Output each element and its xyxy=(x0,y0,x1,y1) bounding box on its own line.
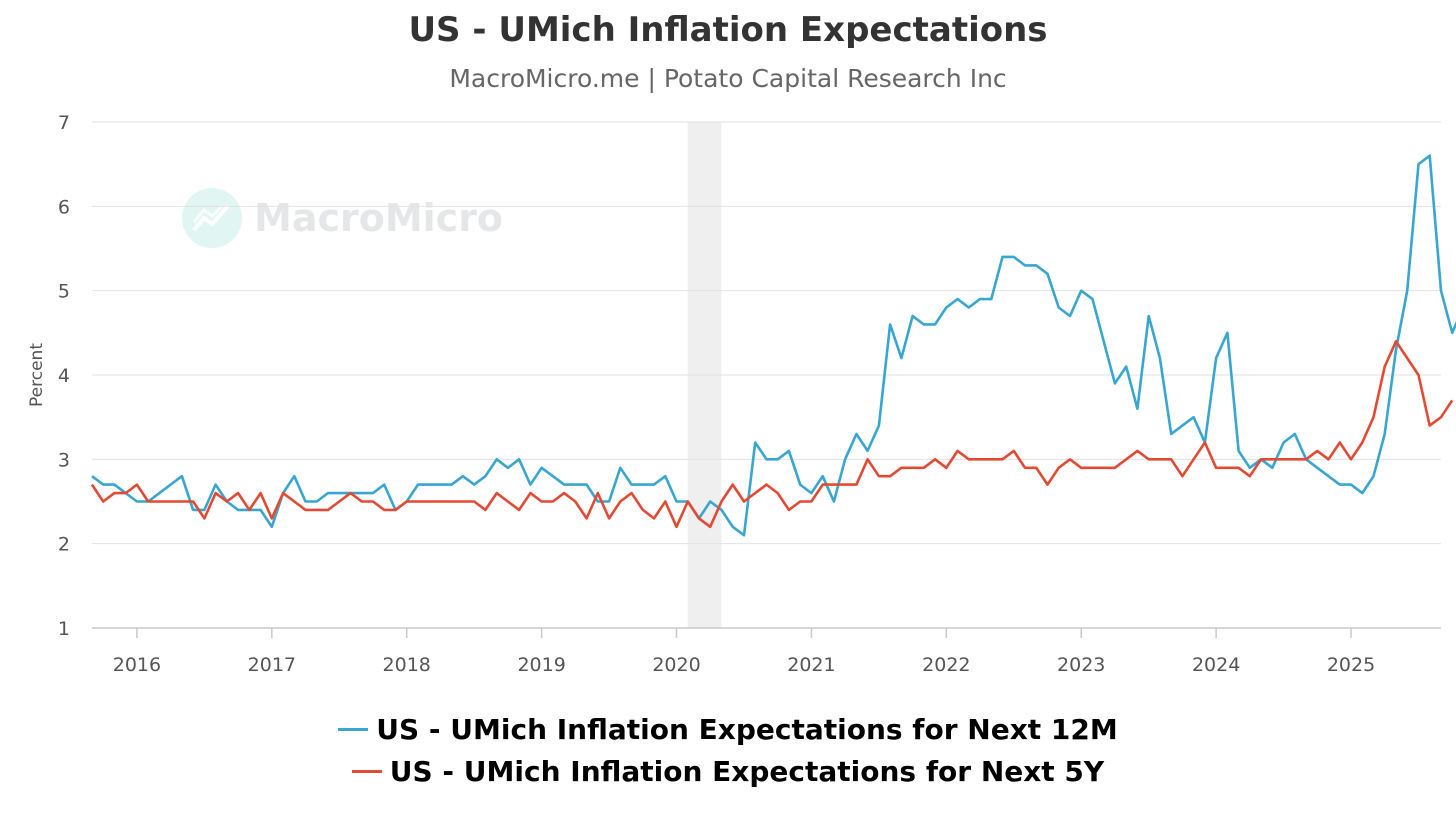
x-tick-label-2020: 2020 xyxy=(652,654,700,676)
series-line-5y xyxy=(90,339,1454,529)
y-tick-label-2: 2 xyxy=(58,534,70,556)
legend-label-5y: US - UMich Inflation Expectations for Ne… xyxy=(389,754,1105,788)
y-tick-label-6: 6 xyxy=(58,196,70,218)
legend-swatch-5y xyxy=(351,769,382,773)
chart-subtitle: MacroMicro.me | Potato Capital Research … xyxy=(449,64,1007,93)
x-tick-label-2017: 2017 xyxy=(248,654,296,676)
x-tick-label-2022: 2022 xyxy=(922,654,970,676)
y-tick-label-5: 5 xyxy=(58,281,70,303)
watermark: MacroMicro xyxy=(182,188,503,248)
y-axis-label: Percent xyxy=(27,343,47,407)
x-tick-label-2025: 2025 xyxy=(1327,654,1375,676)
macromicro-logo-icon xyxy=(182,188,242,248)
y-tick-label-3: 3 xyxy=(58,449,70,471)
x-tick-label-2024: 2024 xyxy=(1192,654,1240,676)
legend-label-12m: US - UMich Inflation Expectations for Ne… xyxy=(376,712,1118,746)
legend: US - UMich Inflation Expectations for Ne… xyxy=(0,708,1456,792)
x-tick-label-2019: 2019 xyxy=(517,654,565,676)
legend-item-5y[interactable]: US - UMich Inflation Expectations for Ne… xyxy=(351,750,1105,792)
series-line-12m xyxy=(91,154,1456,537)
x-tick-label-2021: 2021 xyxy=(787,654,835,676)
legend-swatch-12m xyxy=(338,727,369,731)
y-tick-label-1: 1 xyxy=(58,618,70,640)
chart-title: US - UMich Inflation Expectations xyxy=(408,10,1048,50)
watermark-text: MacroMicro xyxy=(254,196,504,240)
y-tick-label-4: 4 xyxy=(58,365,70,387)
x-tick-label-2016: 2016 xyxy=(113,654,161,676)
legend-item-12m[interactable]: US - UMich Inflation Expectations for Ne… xyxy=(338,708,1118,750)
x-tick-label-2018: 2018 xyxy=(383,654,431,676)
x-tick-label-2023: 2023 xyxy=(1057,654,1105,676)
y-tick-label-7: 7 xyxy=(58,112,70,134)
